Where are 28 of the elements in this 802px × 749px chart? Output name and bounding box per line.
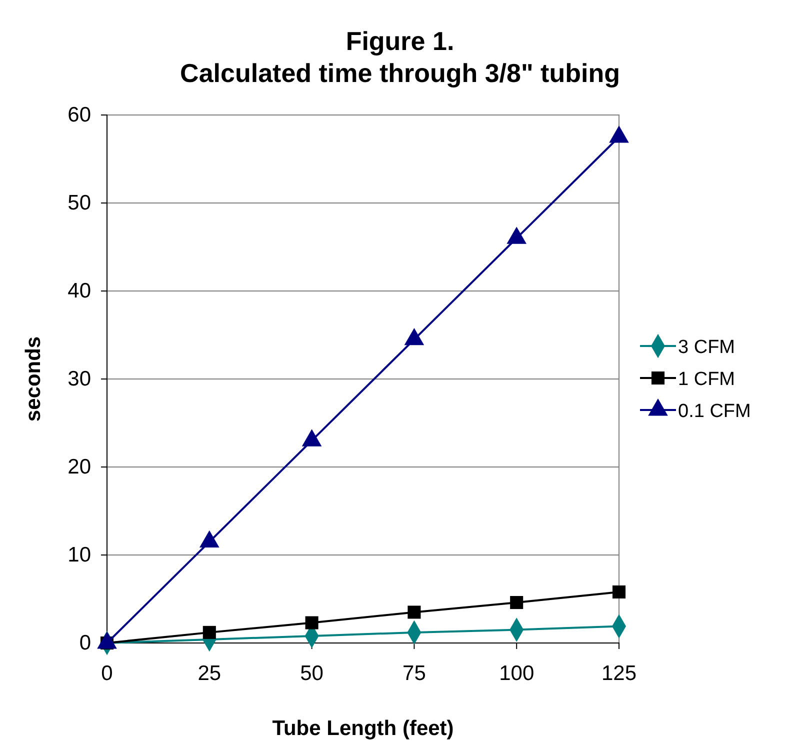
y-tick-label: 30 <box>68 368 91 391</box>
x-tick-label: 100 <box>499 662 534 685</box>
point <box>202 626 216 639</box>
point <box>305 616 318 630</box>
point <box>612 585 626 598</box>
x-tick-label: 125 <box>601 662 637 685</box>
legend-label: 1 CFM <box>678 369 735 390</box>
y-tick-label: 10 <box>68 544 91 567</box>
x-tick-label: 50 <box>300 662 324 685</box>
y-tick-label: 50 <box>68 192 91 215</box>
point <box>506 226 527 244</box>
point <box>408 606 421 619</box>
x-tick-label: 75 <box>402 662 426 685</box>
legend-label: 0.1 CFM <box>678 401 751 422</box>
y-tick-label: 40 <box>68 280 91 303</box>
legend-label: 3 CFM <box>678 337 735 358</box>
point <box>510 596 524 610</box>
chart-title: Figure 1. Calculated time through 3/8" tubing <box>180 26 620 88</box>
point <box>609 126 629 143</box>
y-axis-title: seconds <box>22 336 45 422</box>
y-tick-label: 0 <box>79 632 91 655</box>
y-tick-label: 60 <box>68 104 91 127</box>
y-tick-label: 20 <box>68 456 91 479</box>
x-tick-label: 25 <box>198 662 222 685</box>
x-axis-title: Tube Length (feet) <box>272 717 454 740</box>
x-tick-label: 0 <box>101 662 113 685</box>
point <box>302 429 322 446</box>
point <box>404 328 424 346</box>
